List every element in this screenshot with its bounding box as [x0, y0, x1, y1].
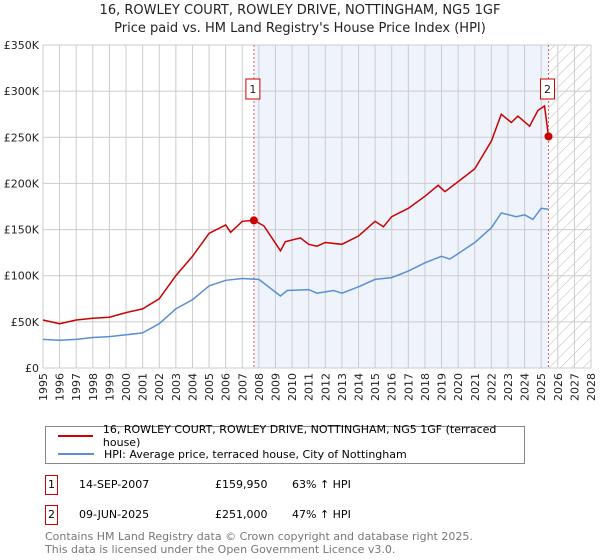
legend-label: 16, ROWLEY COURT, ROWLEY DRIVE, NOTTINGH…	[102, 423, 497, 449]
transaction-hpi: 47% ↑ HPI	[292, 508, 351, 521]
x-tick-label: 2009	[269, 373, 282, 401]
x-tick-label: 2020	[452, 373, 465, 401]
sale-point	[544, 132, 553, 141]
transaction-badge: 2	[45, 505, 58, 525]
transaction-row: 1 14-SEP-2007 £159,950 63% ↑ HPI	[45, 475, 545, 495]
x-tick-label: 2024	[519, 373, 532, 401]
x-tick-label: 2011	[303, 373, 316, 401]
chart-title: 16, ROWLEY COURT, ROWLEY DRIVE, NOTTINGH…	[99, 3, 501, 18]
y-tick-label: £200K	[4, 177, 40, 190]
transaction-badge: 1	[45, 475, 58, 495]
x-tick-label: 2008	[253, 373, 266, 401]
x-tick-label: 2000	[120, 373, 133, 401]
sale-marker-box	[245, 78, 261, 100]
x-tick-label: 2021	[469, 373, 482, 401]
shaded-period	[253, 45, 549, 368]
sale-point	[249, 216, 258, 225]
x-tick-label: 2004	[186, 373, 199, 401]
x-tick-label: 1996	[54, 373, 67, 401]
transaction-date: 09-JUN-2025	[79, 508, 150, 521]
legend-swatch-red	[58, 435, 93, 437]
x-tick-label: 2010	[286, 373, 299, 401]
x-tick-label: 2007	[236, 373, 249, 401]
x-tick-label: 2012	[319, 373, 332, 401]
price-chart: 1995 1996 1997 1998 1999 2000 2001 2002 2003 2004…	[4, 39, 598, 401]
y-tick-label: £250K	[4, 131, 40, 144]
y-tick-label: £50K	[11, 316, 40, 329]
sale-marker-label: 1	[249, 83, 256, 96]
legend-label: HPI: Average price, terraced house, City…	[104, 447, 407, 461]
y-tick-label: £350K	[4, 39, 40, 52]
chart-subtitle: Price paid vs. HM Land Registry's House …	[114, 21, 486, 36]
legend-swatch-blue	[58, 453, 94, 455]
x-tick-label: 2018	[419, 373, 432, 401]
footer-line: Contains HM Land Registry data © Crown c…	[45, 530, 473, 543]
x-tick-label: 2002	[153, 373, 166, 401]
legend-item-hpi: HPI: Average price, terraced house, City…	[58, 446, 407, 462]
sale-marker-label: 2	[544, 83, 551, 96]
x-tick-label: 2017	[402, 373, 415, 401]
sale-marker-box	[539, 78, 555, 100]
x-tick-label: 2026	[552, 373, 565, 401]
y-tick-label: £0	[25, 362, 39, 375]
y-tick-label: £150K	[4, 224, 40, 237]
forecast-hatch	[548, 45, 591, 368]
x-tick-label: 2019	[436, 373, 449, 401]
x-tick-label: 2016	[386, 373, 399, 401]
x-tick-label: 1997	[70, 373, 83, 401]
transaction-date: 14-SEP-2007	[79, 478, 150, 491]
transaction-hpi: 63% ↑ HPI	[292, 478, 351, 491]
x-tick-label: 2027	[568, 373, 581, 401]
x-tick-label: 2028	[585, 373, 598, 401]
transaction-price: £251,000	[215, 508, 268, 521]
footer: Contains HM Land Registry data © Crown c…	[45, 530, 473, 556]
transaction-price: £159,950	[215, 478, 268, 491]
x-tick-label: 2003	[170, 373, 183, 401]
footer-line: This data is licensed under the Open Gov…	[45, 543, 396, 556]
y-tick-label: £300K	[4, 85, 40, 98]
x-tick-label: 2025	[535, 373, 548, 401]
x-tick-label: 2022	[485, 373, 498, 401]
x-tick-label: 1998	[87, 373, 100, 401]
x-tick-label: 2005	[203, 373, 216, 401]
x-tick-label: 2006	[220, 373, 233, 401]
transaction-row: 2 09-JUN-2025 £251,000 47% ↑ HPI	[45, 505, 545, 525]
x-tick-label: 2013	[336, 373, 349, 401]
x-tick-label: 2023	[502, 373, 515, 401]
hpi-line	[42, 207, 549, 342]
x-tick-label: 2001	[137, 373, 150, 401]
y-tick-label: £100K	[4, 270, 40, 283]
property-price-line	[42, 104, 550, 325]
x-tick-label: 1995	[37, 373, 50, 401]
legend: 16, ROWLEY COURT, ROWLEY DRIVE, NOTTINGH…	[45, 423, 525, 464]
x-tick-label: 2014	[353, 373, 366, 401]
x-tick-label: 2015	[369, 373, 382, 401]
legend-item-property: 16, ROWLEY COURT, ROWLEY DRIVE, NOTTINGH…	[58, 423, 524, 449]
x-tick-label: 1999	[103, 373, 116, 401]
